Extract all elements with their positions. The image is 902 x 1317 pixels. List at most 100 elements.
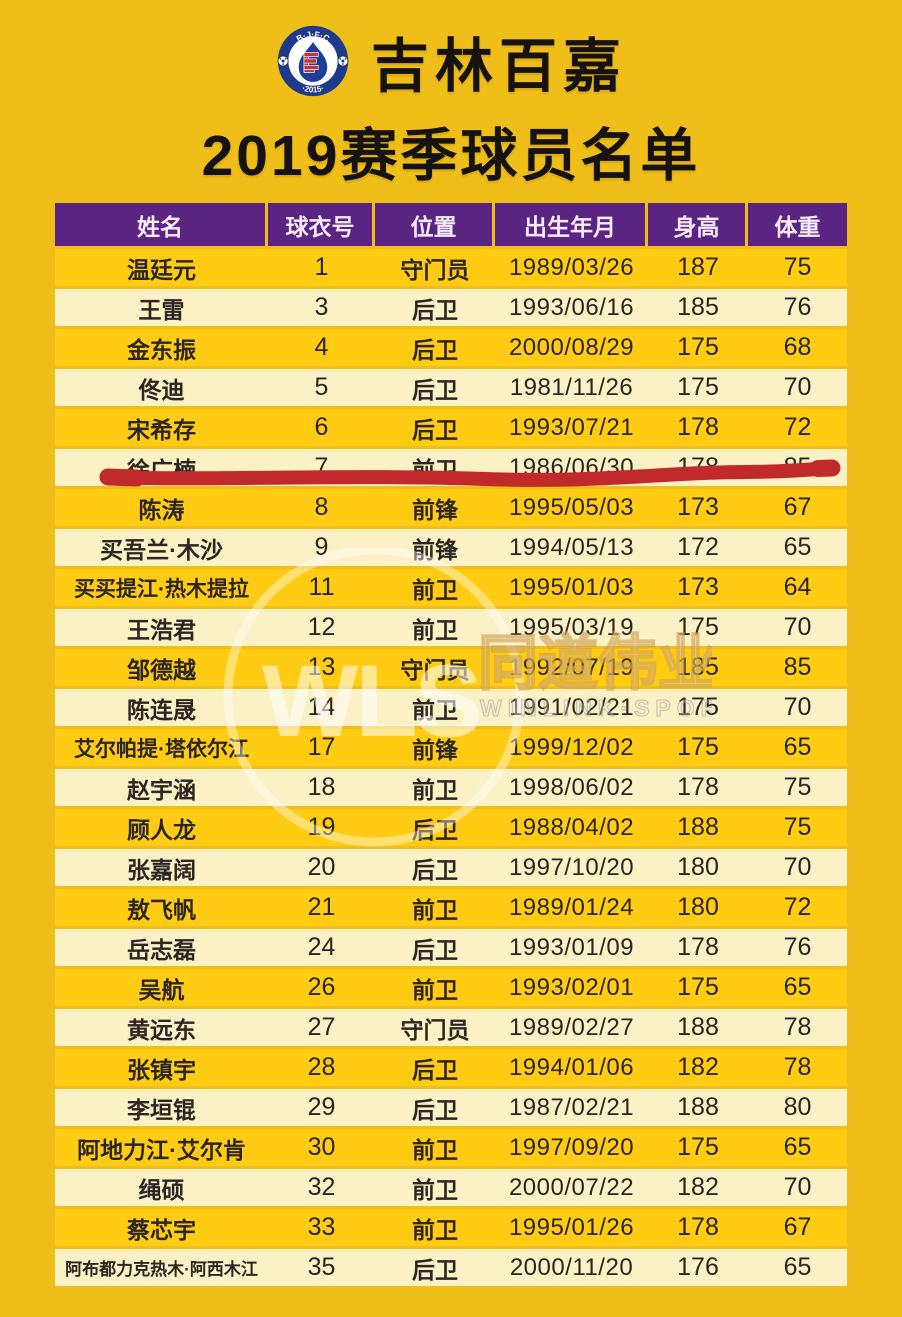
cell-birth: 1993/02/01 [508, 973, 635, 1001]
cell-name: 佟迪 [138, 376, 185, 403]
cell-position: 前卫 [412, 1136, 458, 1163]
cell-name: 岳志磊 [127, 936, 196, 963]
cell-number: 3 [314, 293, 329, 321]
cell-height: 188 [677, 1093, 719, 1121]
cell-birth: 1993/06/16 [508, 293, 635, 321]
cell-weight: 65 [783, 973, 812, 1001]
cell-height: 175 [677, 613, 719, 641]
cell-number: 17 [307, 733, 336, 761]
cell-position: 后卫 [412, 816, 458, 843]
cell-position: 前卫 [412, 976, 458, 1003]
table-header-row: 姓名 球衣号 位置 出生年月 身高 体重 [55, 203, 847, 246]
cell-number: 13 [307, 653, 336, 681]
table-row: 阿地力江·艾尔肯 30 前卫 1997/09/20 175 65 [55, 1129, 847, 1166]
cell-weight: 72 [783, 893, 812, 921]
cell-weight: 65 [783, 533, 812, 561]
cell-weight: 70 [783, 613, 812, 641]
cell-name: 温廷元 [127, 256, 196, 283]
table-row: 张嘉阔 20 后卫 1997/10/20 180 70 [55, 849, 847, 886]
cell-height: 178 [677, 933, 719, 961]
cell-birth: 1997/09/20 [508, 1133, 635, 1161]
cell-position: 前卫 [412, 616, 458, 643]
table-row: 阿布都力克热木·阿西木江 35 后卫 2000/11/20 176 65 [55, 1249, 847, 1286]
cell-weight: 72 [783, 413, 812, 441]
cell-position: 前卫 [412, 896, 458, 923]
cell-name: 王雷 [138, 296, 185, 323]
table-row: 李垣锟 29 后卫 1987/02/21 188 80 [55, 1089, 847, 1126]
cell-height: 178 [677, 453, 719, 481]
cell-birth: 1987/02/21 [508, 1093, 635, 1121]
cell-height: 178 [677, 1213, 719, 1241]
cell-position: 守门员 [400, 656, 470, 683]
badge-bottom-text: ·2015· [301, 84, 325, 95]
cell-height: 173 [677, 493, 719, 521]
cell-height: 180 [677, 893, 719, 921]
column-header-birth: 出生年月 [495, 203, 648, 246]
cell-height: 187 [677, 253, 719, 281]
cell-position: 前卫 [412, 1216, 458, 1243]
badge-e-bars [303, 52, 319, 73]
cell-birth: 1992/07/19 [508, 653, 635, 681]
column-header-weight: 体重 [748, 203, 847, 246]
cell-birth: 1986/06/30 [508, 453, 635, 481]
cell-height: 175 [677, 1133, 719, 1161]
cell-weight: 70 [783, 693, 812, 721]
cell-name: 黄远东 [127, 1016, 196, 1043]
cell-weight: 85 [783, 653, 812, 681]
cell-weight: 78 [783, 1053, 812, 1081]
cell-weight: 76 [783, 293, 812, 321]
cell-name: 艾尔帕提·塔依尔江 [74, 737, 249, 761]
cell-number: 27 [307, 1013, 336, 1041]
club-name: 吉林百嘉 [370, 34, 627, 99]
cell-height: 180 [677, 853, 719, 881]
table-row: 艾尔帕提·塔依尔江 17 前锋 1999/12/02 175 65 [55, 729, 847, 766]
svg-text:·2015·: ·2015· [301, 84, 325, 95]
column-header-number: 球衣号 [268, 203, 375, 246]
cell-number: 9 [314, 533, 329, 561]
cell-name: 陈涛 [138, 496, 185, 523]
title-line: B·J·F·C ·2015· 吉林百嘉 [0, 22, 902, 100]
cell-number: 8 [314, 493, 329, 521]
table-row: 邹德越 13 守门员 1992/07/19 185 85 [55, 649, 847, 686]
table-body: 温廷元 1 守门员 1989/03/26 187 75 王雷 3 后卫 1993/06/16 185… [55, 249, 847, 1286]
cell-weight: 76 [783, 933, 812, 961]
cell-height: 188 [677, 1013, 719, 1041]
cell-birth: 1995/01/26 [508, 1213, 635, 1241]
table-row: 王浩君 12 前卫 1995/03/19 175 70 [55, 609, 847, 646]
cell-number: 26 [307, 973, 336, 1001]
cell-position: 前卫 [412, 696, 458, 723]
badge-top-text: B·J·F·C [294, 29, 331, 43]
cell-position: 后卫 [412, 1096, 458, 1123]
cell-number: 20 [307, 853, 336, 881]
cell-name: 买吾兰·木沙 [100, 536, 223, 563]
cell-birth: 1988/04/02 [508, 813, 635, 841]
cell-birth: 1993/01/09 [508, 933, 635, 961]
table-row: 金东振 4 后卫 2000/08/29 175 68 [55, 329, 847, 366]
cell-height: 175 [677, 693, 719, 721]
cell-height: 182 [677, 1173, 719, 1201]
column-header-height: 身高 [648, 203, 748, 246]
svg-text:B·J·F·C: B·J·F·C [294, 29, 331, 43]
cell-number: 30 [307, 1133, 336, 1161]
cell-birth: 1993/07/21 [508, 413, 635, 441]
cell-weight: 67 [783, 493, 812, 521]
cell-weight: 65 [783, 1253, 812, 1281]
cell-name: 赵宇涵 [127, 776, 196, 803]
cell-weight: 80 [783, 1093, 812, 1121]
cell-name: 阿地力江·艾尔肯 [77, 1136, 246, 1163]
cell-height: 175 [677, 373, 719, 401]
cell-position: 后卫 [412, 296, 458, 323]
cell-birth: 1981/11/26 [509, 373, 634, 401]
cell-height: 176 [677, 1253, 719, 1281]
cell-position: 前卫 [412, 1176, 458, 1203]
cell-position: 前锋 [412, 536, 458, 563]
cell-position: 前卫 [412, 576, 458, 603]
cell-number: 6 [314, 413, 329, 441]
cell-number: 35 [307, 1253, 336, 1281]
cell-birth: 1995/01/03 [508, 573, 635, 601]
cell-weight: 70 [783, 1173, 812, 1201]
cell-height: 173 [677, 573, 719, 601]
table-row: 绳硕 32 前卫 2000/07/22 182 70 [55, 1169, 847, 1206]
roster-table: 姓名 球衣号 位置 出生年月 身高 体重 温廷元 1 守门员 1989/03/26 18… [55, 203, 847, 1289]
cell-height: 185 [677, 293, 719, 321]
